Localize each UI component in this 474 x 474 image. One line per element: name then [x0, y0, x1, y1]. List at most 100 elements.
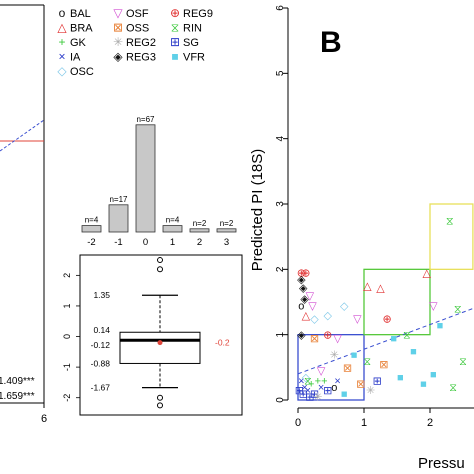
box-mean-label: -0.2 — [215, 338, 230, 348]
scatter-point-sg: ⊞ — [295, 385, 304, 397]
scatter-point-ia: × — [301, 382, 307, 394]
scatter-point-osf: ▽ — [308, 300, 317, 312]
bar-count-label: n=67 — [136, 115, 155, 124]
scatter-point-vfr: ■ — [397, 372, 404, 384]
scatter-point-reg9: ⊕ — [301, 268, 310, 280]
scatter-point-osc: ◇ — [310, 313, 319, 325]
panel-a-stat-1: 1.409*** — [0, 376, 35, 387]
scatter-point-reg2: ✳ — [330, 349, 339, 361]
bar-count-label: n=2 — [193, 219, 207, 228]
scatter-point-sg: ⊞ — [305, 392, 314, 404]
scatter-point-bal: o — [298, 300, 304, 312]
scatter-point-bra: △ — [302, 310, 311, 322]
scatter-point-osc: ◇ — [302, 372, 311, 384]
scatter-point-vfr: ■ — [410, 346, 417, 358]
scatter-point-gk: + — [315, 375, 321, 387]
panel-a-blue-line — [0, 119, 45, 152]
scatter-point-osc: ◇ — [340, 300, 349, 312]
scatter-point-reg9: ⊕ — [382, 313, 391, 325]
scatter-point-oss: ⊠ — [379, 359, 388, 371]
box-stat-label: -1.67 — [91, 383, 111, 393]
box-plot-inset: 2 1 0 -1 -2 1.35 0.14 -0.12 -0.88 -1.67 -0.2 — [62, 254, 243, 416]
scatter-point-rin: ⧖ — [304, 375, 312, 387]
bar-category-label: 3 — [224, 237, 229, 248]
scatter-point-reg3: ◈ — [300, 294, 309, 306]
panel-b-y-tick-label: 4 — [275, 135, 286, 141]
scatter-point-reg9: ⊕ — [323, 330, 332, 342]
panel-b-region-box-green — [363, 268, 431, 336]
scatter-point-vfr: ■ — [430, 369, 437, 381]
cross-icon: × — [58, 50, 65, 64]
scatter-point-bal: o — [331, 382, 337, 394]
bar-category-label: 1 — [170, 237, 175, 248]
scatter-point-gk: + — [321, 375, 327, 387]
legend-label-bal: BAL — [70, 8, 91, 20]
panel-a-xtick-label: 6 — [41, 413, 47, 425]
scatter-point-vfr: ■ — [341, 388, 348, 400]
bar-chart-inset: n=4 -2 n=17 -1 n=67 0 n=4 1 n=2 2 n=2 3 — [81, 115, 237, 248]
box-outlier-point — [157, 266, 163, 273]
square-icon: ■ — [171, 50, 178, 64]
circled-diamond-icon: ◈ — [113, 50, 123, 64]
scatter-point-rin: ⧖ — [449, 382, 457, 394]
panel-b-x-tick-label: 2 — [427, 417, 433, 429]
left-partial-panel: 6 1.409*** 1.659*** — [0, 4, 47, 425]
scatter-point-rin: ⧖ — [403, 330, 411, 342]
bar-category-label: -1 — [114, 237, 122, 248]
panel-a-stat-2: 1.659*** — [0, 391, 35, 402]
scatter-point-osc: ◇ — [323, 310, 332, 322]
asterisk-icon: ✳ — [113, 35, 123, 49]
panel-b-x-tick-label: 1 — [361, 417, 367, 429]
bar-count-label: n=4 — [166, 216, 180, 225]
down-triangle-icon: ▽ — [113, 6, 123, 20]
scatter-point-osf: ▽ — [317, 366, 326, 378]
panel-b-y-tick-label: 1 — [275, 331, 286, 337]
panel-b-y-tick-label: 2 — [275, 266, 286, 272]
scatter-point-sg: ⊞ — [299, 388, 308, 400]
boxed-x-icon: ⊠ — [113, 21, 123, 35]
scatter-point-bra: △ — [363, 281, 372, 293]
scatter-point-rin: ⧖ — [459, 356, 467, 368]
bar--2 — [81, 225, 102, 233]
scatter-point-oss: ⊠ — [310, 333, 319, 345]
legend-label-vfr: VFR — [183, 52, 205, 64]
legend-label-sg: SG — [183, 37, 199, 49]
box-plot-frame — [79, 254, 243, 416]
circled-plus-icon: ⊕ — [170, 6, 180, 20]
bar-category-label: 0 — [143, 237, 148, 248]
scatter-point-rin: ⧖ — [454, 304, 462, 316]
legend-label-oss: OSS — [126, 23, 149, 35]
scatter-point-vfr: ■ — [420, 379, 427, 391]
scatter-point-oss: ⊠ — [343, 362, 352, 374]
bar-category-label: 2 — [197, 237, 202, 248]
boxed-plus-icon: ⊞ — [170, 35, 180, 49]
bar-count-label: n=17 — [109, 195, 128, 204]
box-stat-label: 0.14 — [93, 325, 110, 335]
scatter-point-ia: × — [305, 385, 311, 397]
scatter-point-ia: × — [318, 382, 324, 394]
bar-3 — [216, 228, 237, 233]
scatter-point-reg2: ✳ — [366, 385, 375, 397]
legend-label-osf: OSF — [126, 8, 149, 20]
panel-b-y-tick-label: 6 — [275, 5, 286, 11]
scatter-point-bra: △ — [422, 268, 431, 280]
scatter-point-reg3: ◈ — [297, 274, 306, 286]
scatter-point-oss: ⊠ — [356, 379, 365, 391]
box-y-tick-label: 1 — [62, 303, 72, 308]
panel-b-y-tick-label: 0 — [275, 397, 286, 403]
panel-b-region-box-blue — [297, 334, 365, 401]
scatter-point-osf: ▽ — [306, 290, 315, 302]
scatter-point-rin: ⧖ — [446, 215, 454, 227]
bar-category-label: -2 — [87, 237, 95, 248]
bar-2 — [189, 228, 210, 233]
scatter-point-osf: ▽ — [429, 300, 438, 312]
panel-b-regression-line — [297, 308, 474, 375]
plus-icon: + — [58, 35, 65, 49]
scatter-point-bra: △ — [376, 283, 385, 295]
scatter-point-ia: × — [334, 375, 340, 387]
panel-b-y-tick-label: 5 — [275, 70, 286, 76]
box-y-tick-label: 0 — [62, 334, 72, 339]
scatter-point-vfr: ■ — [437, 320, 444, 332]
